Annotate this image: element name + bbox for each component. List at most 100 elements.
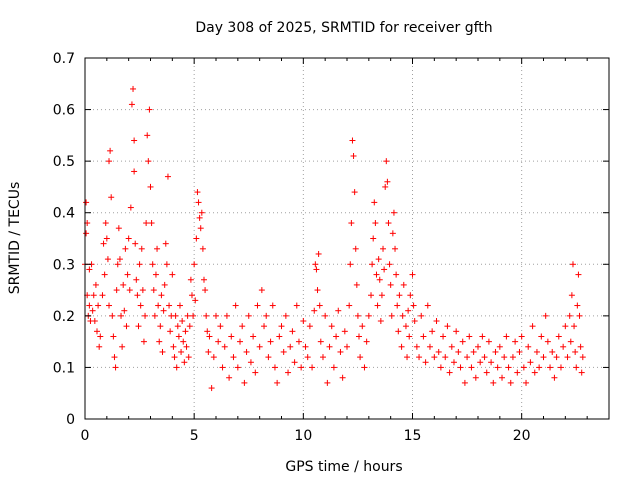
data-point xyxy=(171,354,178,361)
data-point xyxy=(322,312,329,319)
data-point xyxy=(226,374,233,381)
data-point xyxy=(337,348,344,355)
data-point xyxy=(373,271,380,278)
data-point xyxy=(118,312,125,319)
data-point xyxy=(217,323,224,330)
data-point xyxy=(167,328,174,335)
data-point xyxy=(304,354,311,361)
data-point xyxy=(295,338,302,345)
data-point xyxy=(285,369,292,376)
data-point xyxy=(142,312,149,319)
data-point xyxy=(239,323,246,330)
data-point xyxy=(562,323,569,330)
data-point xyxy=(383,158,390,165)
data-point xyxy=(357,354,364,361)
data-point xyxy=(574,302,581,309)
data-point xyxy=(455,348,462,355)
data-point xyxy=(398,343,405,350)
data-point xyxy=(557,364,564,371)
data-point xyxy=(108,194,115,201)
data-point xyxy=(243,348,250,355)
data-point xyxy=(433,318,440,325)
data-point xyxy=(378,292,385,299)
data-point xyxy=(287,343,294,350)
data-point xyxy=(569,261,576,268)
data-point xyxy=(387,281,394,288)
data-point xyxy=(164,173,171,180)
data-point xyxy=(333,333,340,340)
data-point xyxy=(314,287,321,294)
data-point xyxy=(263,312,270,319)
y-tick-label: 0.5 xyxy=(53,154,75,170)
data-point xyxy=(350,152,357,159)
data-point xyxy=(83,230,90,237)
data-point xyxy=(97,333,104,340)
data-point xyxy=(576,312,583,319)
data-point xyxy=(162,240,169,247)
data-point xyxy=(195,199,202,206)
data-point xyxy=(289,328,296,335)
data-point xyxy=(169,271,176,278)
data-point xyxy=(525,343,532,350)
data-point xyxy=(579,354,586,361)
data-point xyxy=(86,266,93,273)
data-point xyxy=(544,338,551,345)
data-point xyxy=(492,348,499,355)
data-point xyxy=(326,343,333,350)
data-point xyxy=(184,312,191,319)
data-point xyxy=(475,343,481,350)
data-point xyxy=(197,225,204,232)
data-point xyxy=(306,323,313,330)
data-point xyxy=(127,204,134,211)
axis-tick-labels: 0 5 10 15 20 0 0.1 0.2 0.3 0.4 0.5 0.6 0.7 xyxy=(53,51,531,444)
data-point xyxy=(187,276,194,283)
data-point xyxy=(267,338,274,345)
data-point xyxy=(313,266,320,273)
data-point xyxy=(134,292,141,299)
data-point xyxy=(92,281,99,288)
data-point xyxy=(431,354,438,361)
data-point xyxy=(317,338,324,345)
data-point xyxy=(280,348,287,355)
data-point xyxy=(111,354,118,361)
data-point xyxy=(468,364,475,371)
data-point xyxy=(328,323,335,330)
data-point xyxy=(151,312,158,319)
y-tick-label: 0.7 xyxy=(53,51,75,67)
y-tick-label: 0.1 xyxy=(53,360,75,376)
data-point xyxy=(353,281,360,288)
data-points xyxy=(82,85,586,392)
data-point xyxy=(520,364,527,371)
data-point xyxy=(163,261,170,268)
data-point xyxy=(368,292,375,299)
data-point xyxy=(258,287,265,294)
data-point xyxy=(457,364,464,371)
data-point xyxy=(382,183,389,190)
data-point xyxy=(400,281,407,288)
data-point xyxy=(186,323,193,330)
data-point xyxy=(420,333,427,340)
data-point xyxy=(152,271,159,278)
data-point xyxy=(159,348,166,355)
data-point xyxy=(276,333,283,340)
data-point xyxy=(575,271,582,278)
data-point xyxy=(198,209,205,216)
data-point xyxy=(347,261,354,268)
data-point xyxy=(230,354,237,361)
data-point xyxy=(110,333,117,340)
data-point xyxy=(203,312,210,319)
data-point xyxy=(509,354,516,361)
data-point xyxy=(137,302,144,309)
data-point xyxy=(274,379,281,386)
y-tick-label: 0.3 xyxy=(53,257,75,273)
data-point xyxy=(173,364,180,371)
data-point xyxy=(560,343,567,350)
data-point xyxy=(348,220,355,227)
data-point xyxy=(130,85,137,92)
data-point xyxy=(103,235,110,242)
data-point xyxy=(416,354,423,361)
axis-ticks xyxy=(84,57,609,420)
data-point xyxy=(215,338,222,345)
data-point xyxy=(190,312,197,319)
